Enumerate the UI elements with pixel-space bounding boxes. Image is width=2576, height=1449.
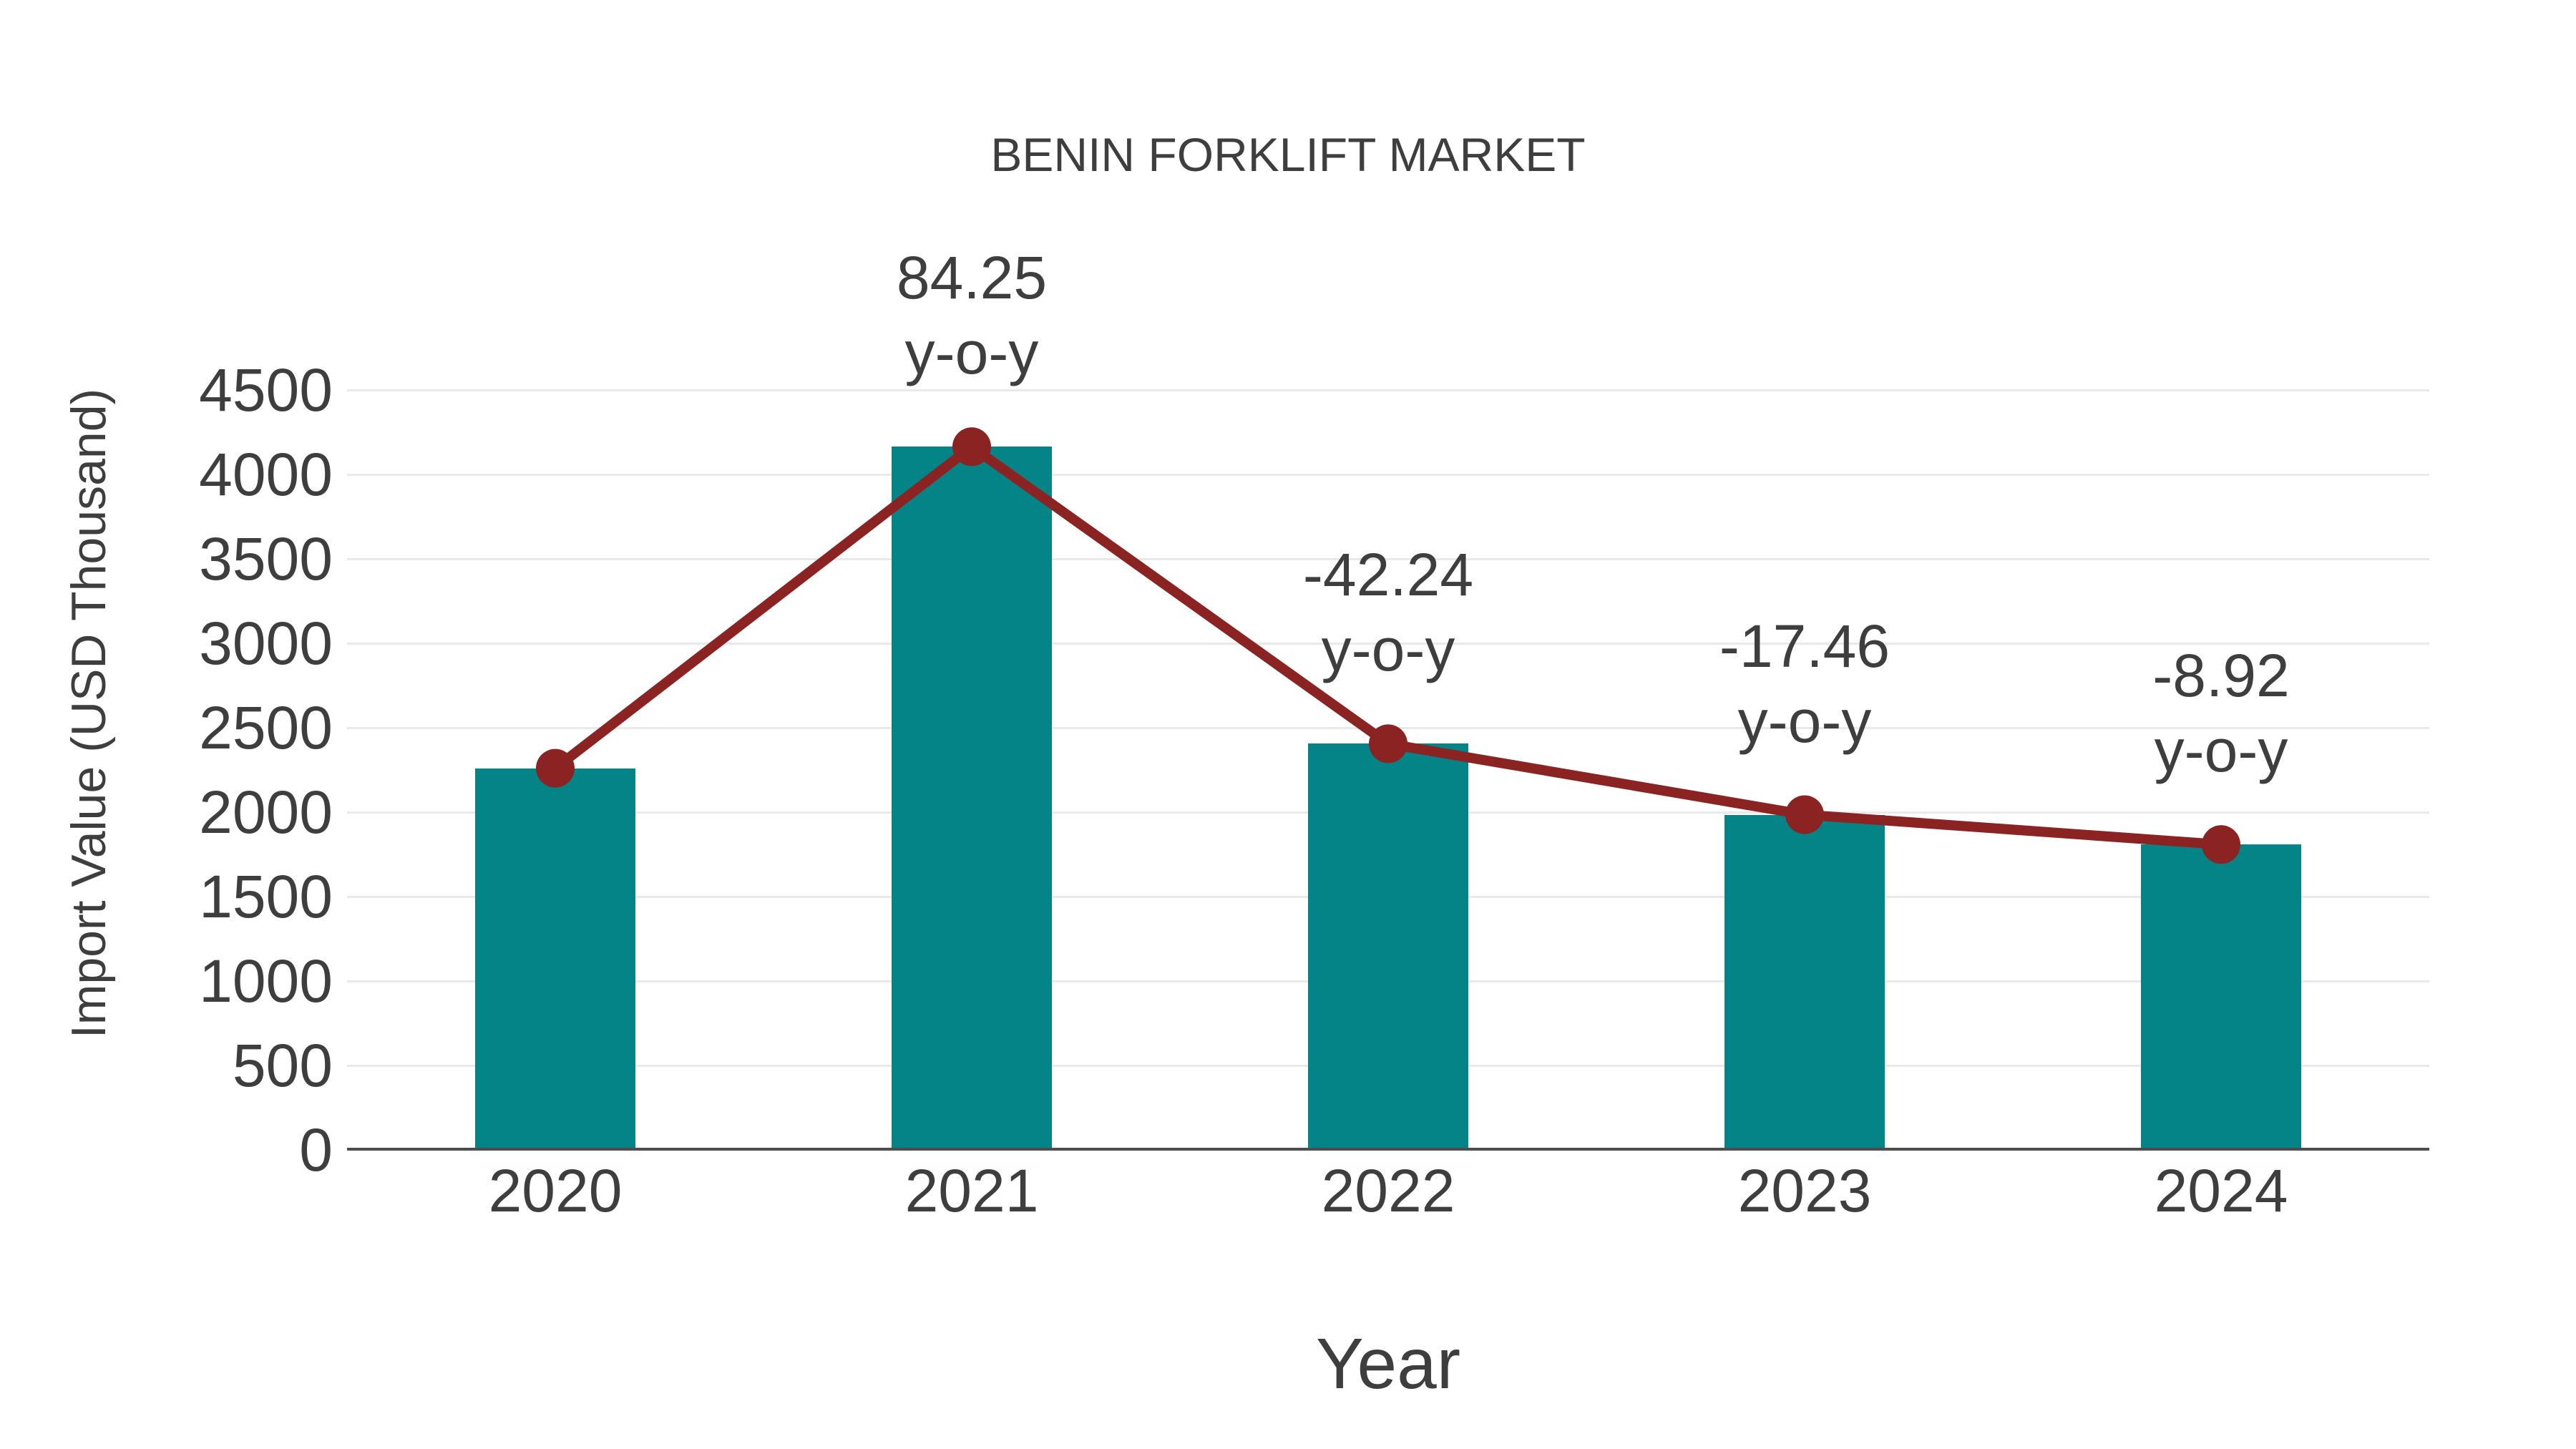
x-tick-label-2024: 2024 [2154,1157,2288,1224]
annotation-value-2022: -42.24 [1302,541,1474,609]
x-axis-line [347,1148,2429,1151]
annotation-value-2024: -8.92 [2152,642,2290,710]
y-tick-label-0: 0 [299,1116,333,1184]
y-tick-label-2000: 2000 [199,779,333,846]
annotation-2021: 84.25 y-o-y [757,240,1186,391]
annotation-2023: -17.46 y-o-y [1590,609,2019,759]
chart-title: BENIN FORKLIFT MARKET [990,128,1586,181]
annotation-suffix-2024: y-o-y [2154,717,2288,785]
bar-2024 [2141,844,2301,1150]
y-tick-label-4000: 4000 [199,441,333,508]
bar-2023 [1724,814,1885,1150]
x-tick-label-2021: 2021 [904,1157,1039,1224]
annotation-2024: -8.92 y-o-y [2006,638,2436,789]
annotation-2022: -42.24 y-o-y [1174,537,1603,688]
y-tick-label-4500: 4500 [199,356,333,424]
bar-2022 [1308,743,1468,1150]
y-tick-label-3000: 3000 [199,610,333,677]
annotation-suffix-2021: y-o-y [904,319,1039,387]
y-tick-label-1500: 1500 [199,863,333,930]
bar-2020 [475,768,635,1150]
gridline-4500 [347,389,2429,391]
y-tick-label-2500: 2500 [199,694,333,761]
y-tick-label-500: 500 [232,1032,333,1099]
x-tick-label-2023: 2023 [1737,1157,1872,1224]
x-tick-label-2022: 2022 [1321,1157,1455,1224]
annotation-value-2021: 84.25 [896,244,1048,312]
annotation-suffix-2022: y-o-y [1321,616,1455,684]
annotation-suffix-2023: y-o-y [1737,687,1872,755]
x-tick-label-2020: 2020 [488,1157,623,1224]
x-axis-title: Year [1315,1324,1461,1404]
y-tick-label-3500: 3500 [199,525,333,592]
gridline-4000 [347,473,2429,476]
y-tick-label-1000: 1000 [199,947,333,1015]
annotation-value-2023: -17.46 [1719,612,1890,680]
bar-2021 [892,447,1052,1150]
